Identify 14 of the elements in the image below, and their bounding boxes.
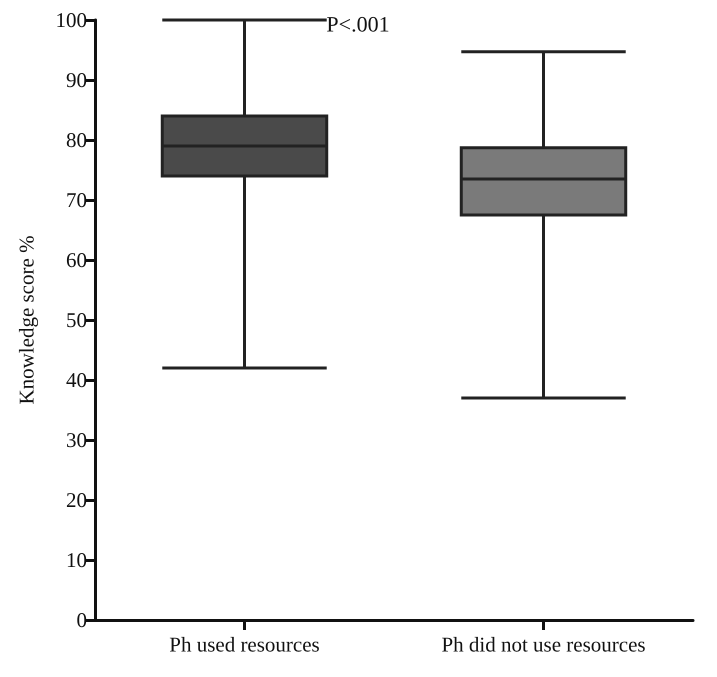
x-tick-label: Ph used resources bbox=[169, 632, 320, 656]
y-tick-label: 80 bbox=[66, 128, 87, 152]
y-tick-label: 70 bbox=[66, 188, 87, 212]
y-tick-label: 40 bbox=[66, 368, 87, 392]
y-tick-label: 100 bbox=[56, 8, 87, 32]
x-tick-label: Ph did not use resources bbox=[441, 632, 646, 656]
y-tick-label: 90 bbox=[66, 68, 87, 92]
y-axis-title: Knowledge score % bbox=[14, 235, 38, 405]
y-tick-label: 60 bbox=[66, 248, 87, 272]
y-tick-label: 10 bbox=[66, 548, 87, 572]
y-tick-label: 30 bbox=[66, 428, 87, 452]
annotation: P<.001 bbox=[326, 12, 390, 36]
y-tick-label: 50 bbox=[66, 308, 87, 332]
y-tick-label: 20 bbox=[66, 488, 87, 512]
